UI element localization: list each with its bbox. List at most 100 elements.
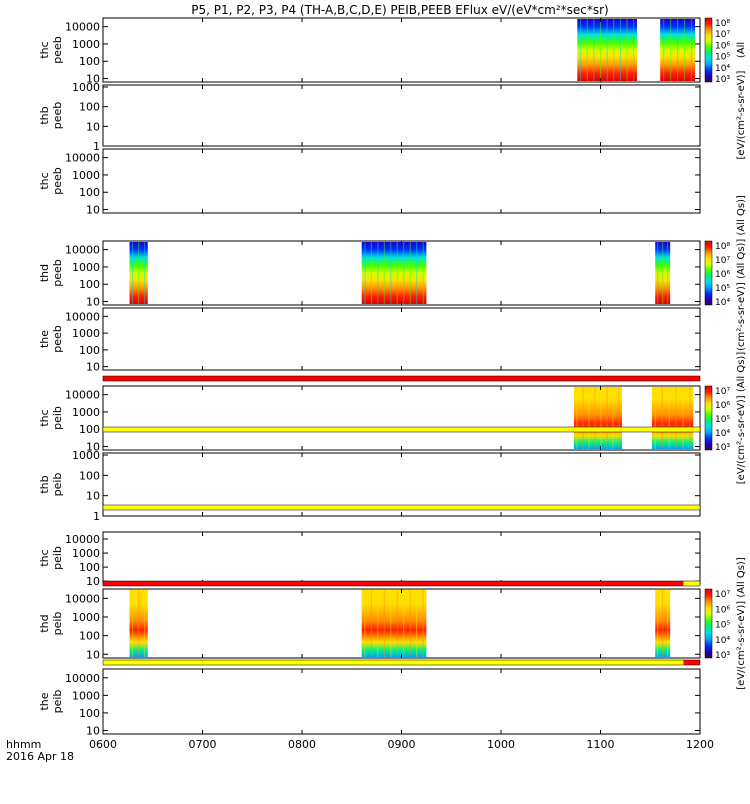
status-segment [103,505,700,510]
status-segment [683,581,700,586]
y-tick-label: 10000 [65,244,100,257]
colorbar-label: (All [736,42,747,58]
panel-10: 10000 1000 100 10 the peib [38,668,701,737]
y-tick-label: 1000 [72,169,100,182]
panel-label: the [38,692,51,710]
y-tick-label: 100 [79,278,100,291]
y-tick-label: 10 [86,724,100,737]
status-segment [103,581,684,586]
y-tick-label: 1000 [72,261,100,274]
panel-label: thd [38,614,51,632]
y-tick-label: 100 [79,707,100,720]
status-bar [102,504,701,511]
spectrogram-block [651,387,694,449]
y-tick-label: 1000 [72,611,100,624]
y-tick-label: 10 [86,490,100,503]
y-tick-label: 100 [79,561,100,574]
colorbar-label: [eV/(cm²-s-sr-eV)] [736,70,747,159]
panel-label: peib [51,546,64,570]
colorbar-tick-label: 10⁴ [715,298,730,308]
status-bar-group [102,375,701,666]
x-axis-date: 2016 Apr 18 [6,750,74,763]
status-bar [102,659,701,666]
status-frame [102,426,701,433]
panel-6: 10000 1000 100 10 thc peib [38,385,701,454]
panel-frame [102,84,701,147]
colorbar-scale [704,17,713,83]
y-tick-label: 1000 [72,449,100,462]
colorbar-tick-label: 10⁵ [715,621,730,631]
y-tick-label: 100 [79,423,100,436]
colorbar-tick-label: 10³ [715,443,730,453]
colorbar-3: 10⁸ 10⁷ 10⁶ 10⁵ 10⁴ (cm²-s-sr-eV)] (All Qs)] … [704,195,747,351]
y-tick-label: 100 [79,469,100,482]
colorbar-tick-label: 10⁵ [715,415,730,425]
y-tick-label: 1 [93,510,100,523]
colorbar-label: [eV/(cm²-s-sr-eV)] (All Qs)] [736,557,747,690]
panel-label: peib [51,690,64,714]
panel-label: thc [38,409,51,426]
x-tick-label: 1100 [587,738,615,751]
panel-label: thc [38,549,51,566]
y-tick-label: 10 [86,204,100,217]
colorbar-scale [704,385,713,451]
spectrogram-block [573,387,623,449]
panel-label: thc [38,41,51,58]
y-tick-label: 1 [93,140,100,153]
panel-label: peeb [51,167,64,195]
colorbar-tick-label: 10⁷ [715,590,730,600]
colorbar-tick-label: 10⁶ [715,270,730,280]
panel-frame [102,531,701,585]
y-tick-label: 10000 [65,152,100,165]
status-frame [102,659,701,666]
panel-9: 10000 1000 100 10 thd peib [38,588,701,661]
y-tick-label: 10000 [65,310,100,323]
status-bar [102,375,701,382]
panel-frame [102,148,701,214]
y-tick-label: 1000 [72,81,100,94]
chart-title: P5, P1, P2, P3, P4 (TH-A,B,C,D,E) PEIB,P… [191,3,608,17]
colorbar-tick-label: 10⁵ [715,284,730,294]
colorbar-tick-label: 10⁶ [715,41,730,51]
colorbar-4: 10⁷ 10⁶ 10⁵ 10⁴ 10³ [eV/(cm²-s-sr-eV)] (All Q… [704,352,747,484]
x-tick-label: 1200 [686,738,714,751]
panel-label: peeb [51,36,64,64]
colorbar-tick-label: 10⁸ [715,242,730,252]
colorbar-tick-label: 10⁷ [715,30,730,40]
colorbar-label: (cm²-s-sr-eV)] (All Qs)] (All Qs)] [736,195,747,351]
panel-label: peeb [51,259,64,287]
y-tick-label: 10000 [65,592,100,605]
y-tick-label: 10 [86,120,100,133]
colorbar-2: [eV/(cm²-s-sr-eV)] [736,70,747,159]
panel-label: the [38,330,51,348]
panel-3: 10000 1000 100 10 thc peeb [38,148,701,217]
y-tick-label: 1000 [72,547,100,560]
x-tick-label: 0900 [388,738,416,751]
panel-4: 10000 1000 100 10 thd peeb [38,240,701,309]
panel-label: peeb [51,102,64,130]
status-frame [102,580,701,587]
colorbar-tick-label: 10⁶ [715,605,730,615]
x-tick-label: 0700 [189,738,217,751]
y-tick-label: 100 [79,55,100,68]
y-tick-label: 10 [86,575,100,588]
y-tick-label: 1000 [72,689,100,702]
y-tick-label: 10 [86,648,100,661]
y-tick-label: 10 [86,296,100,309]
status-bar [102,426,701,433]
y-tick-label: 100 [79,344,100,357]
colorbar-tick-label: 10⁴ [715,636,730,646]
status-segment [683,660,700,665]
panel-frame [102,668,701,735]
y-tick-label: 10 [86,361,100,374]
colorbar-tick-label: 10⁷ [715,387,730,397]
y-tick-label: 10000 [65,21,100,34]
panel-label: peeb [51,325,64,353]
status-segment [103,660,684,665]
panel-label: peib [51,473,64,497]
status-frame [102,375,701,382]
